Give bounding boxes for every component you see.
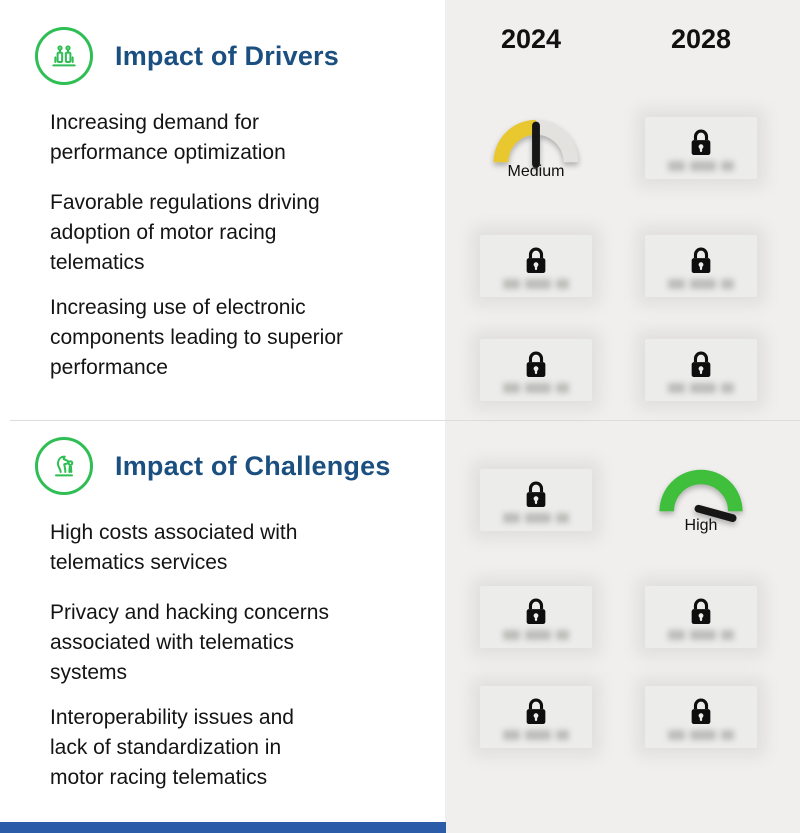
locked-impact-tile	[480, 469, 592, 531]
impact-gauge-medium: Medium	[492, 115, 580, 181]
driver-item-3: Increasing use of electronic components …	[50, 296, 344, 379]
column-header-2028: 2028	[670, 24, 732, 54]
impact-cell-challenge3-2024	[471, 669, 601, 765]
blurred-text	[668, 729, 734, 740]
gauge-level-label: Medium	[507, 163, 565, 180]
impact-cell-driver2-2028	[636, 218, 766, 314]
section-title-challenges: Impact of Challenges	[115, 450, 391, 481]
gauge-level-label: High	[684, 517, 718, 534]
locked-impact-tile	[645, 235, 757, 297]
impact-gauge-high: High	[657, 465, 745, 535]
drivers-section-header: Impact of Drivers	[35, 27, 339, 85]
challenge-item-3: Interoperability issues and lack of stan…	[50, 706, 294, 789]
challenge-item-1: High costs associated with telematics se…	[50, 521, 298, 574]
padlock-icon	[691, 598, 711, 624]
blurred-text	[668, 382, 734, 393]
strategy-icon	[35, 437, 93, 495]
impact-cell-challenge2-2024	[471, 569, 601, 665]
blurred-text	[668, 160, 734, 171]
padlock-icon	[526, 698, 546, 724]
blurred-text	[503, 382, 569, 393]
blurred-text	[503, 629, 569, 640]
locked-impact-tile	[480, 235, 592, 297]
section-divider	[10, 420, 800, 421]
locked-impact-tile	[480, 339, 592, 401]
driver-item-2: Favorable regulations driving adoption o…	[50, 191, 320, 274]
locked-impact-tile	[480, 586, 592, 648]
driver-item-1: Increasing demand for performance optimi…	[50, 111, 286, 164]
impact-cell-challenge1-2024	[471, 452, 601, 548]
locked-impact-tile	[645, 686, 757, 748]
impact-cell-challenge3-2028	[636, 669, 766, 765]
padlock-icon	[526, 598, 546, 624]
padlock-icon	[526, 351, 546, 377]
footer-accent-bar	[0, 822, 446, 833]
impact-cell-challenge1-2028: High	[636, 452, 766, 548]
challenge-item-2: Privacy and hacking concerns associated …	[50, 601, 329, 684]
machinery-icon	[35, 27, 93, 85]
challenges-section-header: Impact of Challenges	[35, 437, 391, 495]
locked-impact-tile	[645, 117, 757, 179]
padlock-icon	[691, 698, 711, 724]
padlock-icon	[691, 247, 711, 273]
impact-cell-driver1-2024: Medium	[471, 100, 601, 196]
impact-cell-driver3-2028	[636, 322, 766, 418]
impact-cell-driver1-2028	[636, 100, 766, 196]
blurred-text	[503, 512, 569, 523]
impact-cell-challenge2-2028	[636, 569, 766, 665]
locked-impact-tile	[480, 686, 592, 748]
locked-impact-tile	[645, 339, 757, 401]
impact-cell-driver2-2024	[471, 218, 601, 314]
blurred-text	[503, 278, 569, 289]
locked-impact-tile	[645, 586, 757, 648]
impact-cell-driver3-2024	[471, 322, 601, 418]
padlock-icon	[691, 129, 711, 155]
blurred-text	[668, 629, 734, 640]
padlock-icon	[691, 351, 711, 377]
section-title-drivers: Impact of Drivers	[115, 40, 339, 71]
padlock-icon	[526, 247, 546, 273]
blurred-text	[668, 278, 734, 289]
column-header-2024: 2024	[500, 24, 562, 54]
blurred-text	[503, 729, 569, 740]
padlock-icon	[526, 481, 546, 507]
